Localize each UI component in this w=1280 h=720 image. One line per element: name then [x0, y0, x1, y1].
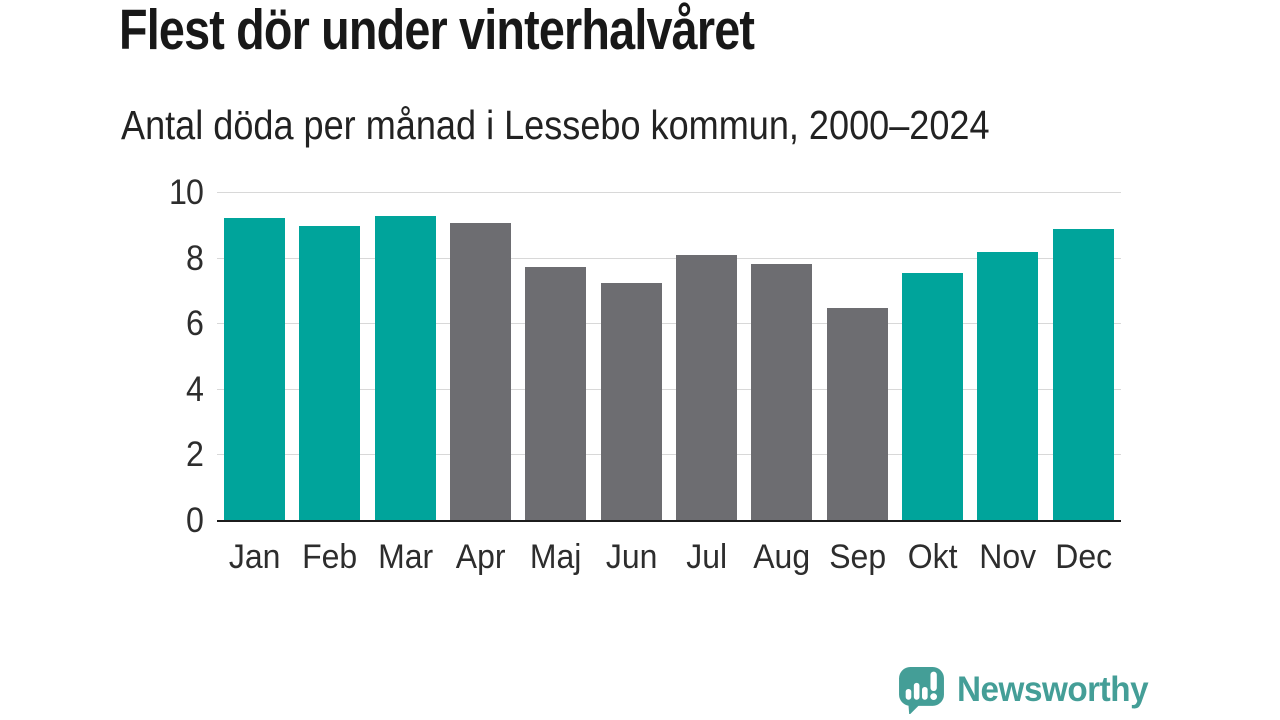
bar-maj	[525, 266, 587, 521]
bar-column-okt	[895, 193, 970, 521]
bar-okt	[902, 273, 964, 521]
newsworthy-bar-chart-bubble-icon	[899, 667, 944, 714]
bar-mar	[374, 215, 436, 521]
bar-column-jan	[217, 193, 292, 521]
bar-column-aug	[744, 193, 819, 521]
y-tick-8: 8	[186, 238, 204, 278]
chart-title: Flest dör under vinterhalvåret	[119, 0, 755, 62]
chart-subtitle: Antal döda per månad i Lessebo kommun, 2…	[121, 102, 990, 148]
x-tick-aug: Aug	[753, 538, 811, 576]
x-tick-nov: Nov	[979, 538, 1037, 576]
x-axis-labels: Jan Feb Mar Apr Maj Jun Jul Aug Sep Okt Nov Dec	[217, 538, 1121, 577]
bar-apr	[450, 222, 512, 521]
y-tick-2: 2	[186, 435, 204, 475]
bar-column-apr	[443, 193, 518, 521]
y-tick-6: 6	[186, 304, 204, 344]
bar-column-dec	[1046, 193, 1121, 521]
bar-column-feb	[292, 193, 367, 521]
newsworthy-logo: Newsworthy	[897, 665, 1158, 714]
x-tick-sep: Sep	[828, 538, 886, 576]
bar-feb	[299, 225, 361, 521]
bar-sep	[826, 307, 888, 521]
gridline-2	[217, 454, 1121, 456]
x-tick-jan: Jan	[228, 538, 281, 576]
bar-column-sep	[820, 193, 895, 521]
x-tick-mar: Mar	[377, 538, 433, 576]
x-tick-apr: Apr	[455, 538, 506, 576]
bar-column-mar	[368, 193, 443, 521]
bar-series	[217, 193, 1121, 521]
x-tick-jun: Jun	[605, 538, 658, 576]
bar-dec	[1052, 229, 1114, 521]
gridline-6	[217, 323, 1121, 325]
bar-column-jun	[594, 193, 669, 521]
y-tick-0: 0	[186, 501, 204, 540]
x-tick-dec: Dec	[1054, 538, 1112, 576]
bar-column-maj	[518, 193, 593, 521]
bar-jun	[600, 283, 662, 521]
gridline-8	[217, 257, 1121, 259]
x-tick-feb: Feb	[302, 538, 358, 576]
bar-aug	[751, 263, 813, 521]
x-tick-okt: Okt	[907, 538, 958, 576]
gridline-10	[217, 192, 1121, 193]
x-tick-jul: Jul	[686, 538, 728, 576]
newsworthy-wordmark: Newsworthy	[957, 669, 1149, 709]
y-tick-10: 10	[169, 173, 204, 212]
bar-jan	[224, 217, 286, 521]
y-tick-4: 4	[186, 369, 204, 409]
x-tick-maj: Maj	[530, 538, 582, 576]
bar-nov	[977, 252, 1039, 521]
x-axis-line	[217, 520, 1121, 522]
bar-jul	[676, 255, 738, 521]
plot-area: 0 2 4 6 8 10	[169, 174, 1121, 540]
bar-column-jul	[669, 193, 744, 521]
gridline-4	[217, 388, 1121, 390]
bar-column-nov	[970, 193, 1045, 521]
